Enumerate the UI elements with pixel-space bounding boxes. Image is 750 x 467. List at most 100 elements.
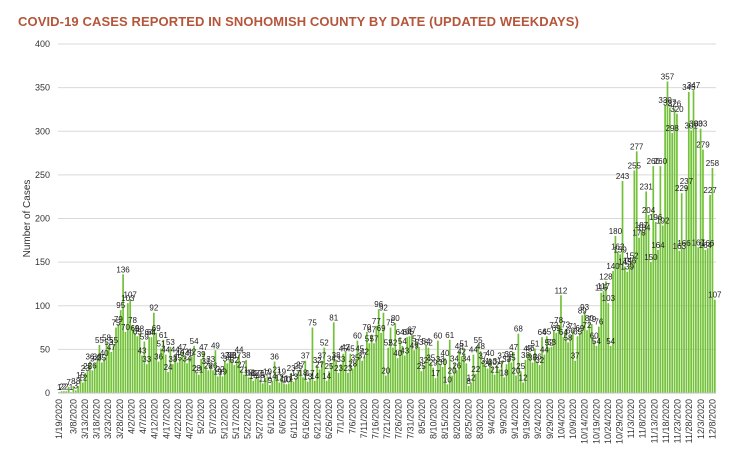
bar — [415, 343, 418, 393]
data-label: 33 — [502, 355, 511, 364]
bar — [609, 345, 612, 393]
bar — [136, 336, 139, 393]
bar — [250, 377, 252, 393]
data-label: 164 — [699, 241, 713, 250]
x-tick-label: 3/18/2020 — [92, 399, 102, 439]
data-label: 12 — [78, 374, 87, 383]
data-label: 21 — [194, 366, 203, 375]
data-label: 33 — [336, 355, 345, 364]
bar — [337, 372, 340, 393]
data-label: 25 — [294, 362, 303, 371]
data-label: 31 — [201, 357, 210, 366]
data-label: 47 — [178, 343, 187, 352]
bar — [493, 374, 496, 393]
data-label: 81 — [329, 313, 338, 322]
bar — [358, 353, 361, 393]
bar — [224, 360, 226, 393]
bar — [302, 377, 304, 393]
bar — [366, 331, 368, 393]
data-label: 35 — [507, 353, 516, 362]
data-label: 11 — [285, 374, 294, 383]
data-label: 326 — [668, 100, 682, 109]
bar — [545, 336, 548, 393]
data-label: 184 — [637, 223, 651, 232]
bar — [624, 266, 626, 393]
data-label: 301 — [684, 121, 698, 130]
bar — [74, 390, 77, 393]
data-label: 75 — [112, 319, 121, 328]
bar — [706, 248, 709, 393]
bar — [207, 370, 210, 393]
bar — [548, 347, 550, 393]
bar — [67, 386, 70, 393]
bar — [676, 113, 678, 394]
bar — [63, 391, 65, 393]
bar — [91, 370, 94, 393]
bar — [709, 194, 711, 393]
bar — [553, 330, 555, 393]
data-label: 68 — [514, 325, 523, 334]
data-label: 139 — [621, 263, 635, 272]
data-label: 23 — [81, 364, 90, 373]
data-label: 54 — [606, 337, 615, 346]
y-tick-label: 50 — [40, 344, 50, 354]
x-tick-label: 9/4/2020 — [487, 399, 497, 434]
bar — [264, 378, 266, 393]
x-tick-label: 4/12/2020 — [150, 399, 160, 439]
bar — [399, 337, 401, 393]
data-label: 9 — [268, 376, 273, 385]
data-label: 25 — [325, 362, 334, 371]
data-label: 37 — [571, 352, 580, 361]
x-tick-label: 11/23/2020 — [673, 399, 683, 443]
data-label: 192 — [656, 216, 670, 225]
data-label: 17 — [261, 369, 270, 378]
data-label: 78 — [128, 316, 137, 325]
data-label: 60 — [433, 332, 442, 341]
data-label: 327 — [663, 99, 677, 108]
bar — [373, 343, 375, 393]
data-label: 57 — [365, 334, 374, 343]
x-tick-label: 7/1/2020 — [336, 399, 346, 434]
bar — [671, 133, 674, 393]
data-label: 2 — [59, 382, 64, 391]
data-label: 73 — [561, 320, 570, 329]
x-tick-label: 6/26/2020 — [324, 399, 334, 439]
data-label: 45 — [346, 345, 355, 354]
y-tick-label: 350 — [35, 83, 50, 93]
data-label: 18 — [246, 368, 255, 377]
data-label: 67 — [407, 326, 416, 335]
data-label: 42 — [457, 347, 466, 356]
data-label: 47 — [509, 343, 518, 352]
data-label: 27 — [237, 360, 246, 369]
bar — [387, 347, 390, 393]
data-label: 20 — [381, 367, 390, 376]
bar — [287, 383, 290, 393]
data-label: 17 — [431, 369, 440, 378]
bar — [654, 221, 657, 393]
x-tick-label: 6/1/2020 — [266, 399, 276, 434]
bar — [160, 348, 162, 393]
bar — [472, 354, 475, 393]
bar — [437, 340, 439, 393]
x-tick-label: 10/14/2020 — [580, 399, 590, 444]
bar — [593, 340, 595, 393]
bar — [600, 292, 603, 393]
data-label: 107 — [124, 291, 138, 300]
bar — [441, 366, 444, 393]
data-label: 79 — [587, 315, 596, 324]
data-label: 24 — [164, 363, 173, 372]
bar — [498, 369, 501, 393]
y-tick-label: 300 — [35, 126, 50, 136]
data-label: 28 — [348, 360, 357, 369]
data-label: 37 — [478, 352, 487, 361]
data-label: 21 — [490, 366, 499, 375]
bar — [112, 345, 115, 393]
bar — [84, 372, 87, 393]
data-label: 92 — [149, 304, 158, 313]
data-label: 53 — [547, 338, 556, 347]
data-label: 54 — [398, 337, 407, 346]
data-label: 64 — [145, 328, 154, 337]
bar — [564, 329, 567, 393]
data-label: 166 — [677, 239, 691, 248]
bar — [619, 254, 621, 393]
